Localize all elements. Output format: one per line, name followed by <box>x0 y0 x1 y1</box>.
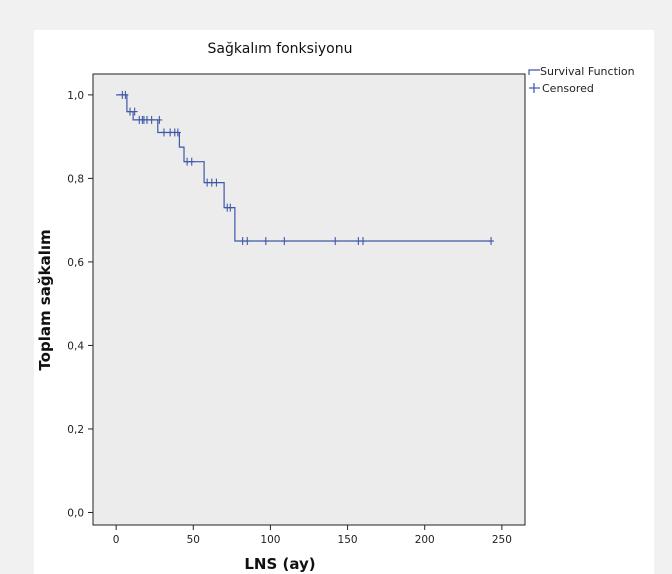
x-tick-label: 100 <box>260 534 280 546</box>
plot-area <box>92 73 526 526</box>
y-axis-title: Toplam sağkalım <box>36 229 54 370</box>
y-tick-label: 1,0 <box>67 90 84 102</box>
x-tick-label: 250 <box>492 534 512 546</box>
censored-marker <box>227 203 234 212</box>
x-axis-title: LNS (ay) <box>244 555 315 573</box>
censored-marker <box>148 115 155 124</box>
censored-marker <box>131 107 138 116</box>
censored-marker <box>262 237 269 246</box>
legend: Survival Function Censored <box>528 65 635 95</box>
legend-censored-label: Censored <box>542 82 594 95</box>
x-axis: 0 50 100 150 200 250 <box>113 525 512 546</box>
survival-chart: Sağkalım fonksiyonu 0 50 100 150 200 250 0,00… <box>36 41 635 573</box>
legend-censored-swatch <box>529 83 540 93</box>
censored-marker <box>156 115 163 124</box>
censored-marker <box>174 128 181 137</box>
series-layer <box>116 90 495 246</box>
x-tick-label: 200 <box>415 534 435 546</box>
censored-marker <box>488 237 495 246</box>
y-tick-label: 0,2 <box>67 424 84 436</box>
y-tick-label: 0,6 <box>67 257 84 269</box>
censored-marker <box>332 237 339 246</box>
chart-panel: Sağkalım fonksiyonu 0 50 100 150 200 250 0,0 0… <box>34 30 654 574</box>
censored-marker <box>213 178 220 187</box>
censored-marker <box>188 157 195 166</box>
legend-survival-function-label: Survival Function <box>540 65 635 78</box>
censored-marker <box>160 128 167 137</box>
y-tick-label: 0,8 <box>67 173 84 185</box>
x-tick-label: 0 <box>113 534 120 546</box>
legend-survival-function-swatch <box>528 69 540 75</box>
censored-marker <box>244 237 251 246</box>
chart-title: Sağkalım fonksiyonu <box>208 41 353 57</box>
x-tick-label: 150 <box>338 534 358 546</box>
censored-marker <box>122 90 129 99</box>
y-tick-label: 0,4 <box>67 340 84 352</box>
y-tick-label: 0,0 <box>67 507 84 519</box>
censored-marker <box>360 237 366 246</box>
censored-marker <box>281 237 288 246</box>
y-axis: 0,0 0,2 0,4 0,6 0,8 1,0 <box>67 90 93 519</box>
x-tick-label: 50 <box>187 534 200 546</box>
